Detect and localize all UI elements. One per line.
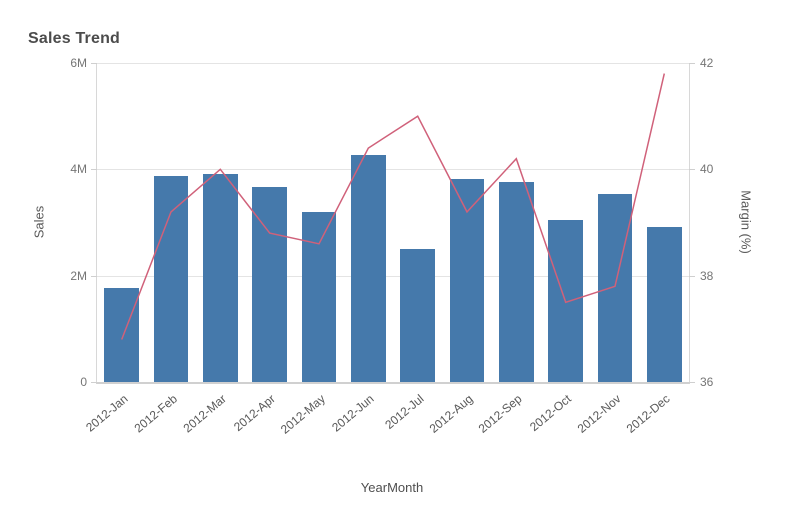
- left-tickmark-6M: [91, 63, 97, 64]
- margin-line-layer: [121, 73, 666, 340]
- margin-line[interactable]: [121, 73, 666, 340]
- bar-slot-2012-Apr: [245, 63, 294, 382]
- x-label-2012-Nov: 2012-Nov: [574, 391, 624, 436]
- gridline-6M: [97, 63, 689, 64]
- bar-2012-Apr[interactable]: [252, 186, 287, 382]
- right-tickmark-36: [689, 382, 695, 383]
- right-tickmark-40: [689, 169, 695, 171]
- bar-2012-May[interactable]: [301, 211, 337, 382]
- bar-slot-2012-Mar: [196, 63, 245, 382]
- x-label-2012-Aug: 2012-Aug: [426, 391, 476, 436]
- left-tick-label-2M: 2M: [70, 268, 87, 283]
- left-tick-label-6M: 6M: [70, 56, 87, 70]
- bar-2012-Dec[interactable]: [647, 226, 682, 382]
- left-tick-label-4M: 4M: [70, 162, 87, 177]
- bar-2012-Mar[interactable]: [203, 173, 238, 382]
- x-label-2012-Dec: 2012-Dec: [623, 391, 673, 436]
- right-tick-label-42: 42: [700, 56, 714, 70]
- x-label-2012-Mar: 2012-Mar: [180, 391, 229, 436]
- left-tickmark-4M: [91, 169, 97, 171]
- bar-slot-2012-Jun: [344, 63, 393, 382]
- bar-slot-2012-Jul: [393, 63, 442, 382]
- x-label-2012-Sep: 2012-Sep: [475, 391, 525, 436]
- bar-slot-2012-Dec: [640, 63, 689, 382]
- left-tick-label-0: 0: [80, 375, 87, 389]
- plot-area: 0 2M 4M 6M 36 38 40 42 2012-Jan 2012-Feb 2012-Ma…: [70, 56, 713, 437]
- x-label-2012-Jan: 2012-Jan: [82, 391, 131, 435]
- left-axis-title: Sales: [31, 205, 47, 239]
- bar-2012-Sep[interactable]: [499, 182, 534, 382]
- x-label-2012-Apr: 2012-Apr: [231, 391, 279, 435]
- gridline-2M: [97, 275, 689, 277]
- right-axis-title: Margin (%): [738, 190, 754, 254]
- bar-slot-2012-Feb: [146, 63, 195, 382]
- gridline-4M: [97, 169, 689, 171]
- x-label-2012-Feb: 2012-Feb: [131, 391, 180, 436]
- chart-title: Sales Trend: [28, 30, 121, 47]
- x-label-2012-Jun: 2012-Jun: [329, 391, 377, 435]
- bar-slot-2012-May: [294, 63, 343, 382]
- bar-2012-Jul[interactable]: [400, 248, 435, 382]
- bar-slot-2012-Sep: [492, 63, 541, 382]
- right-tick-label-40: 40: [700, 162, 714, 177]
- x-axis-title: YearMonth: [360, 480, 424, 495]
- bar-slot-2012-Nov: [590, 63, 639, 382]
- right-tickmark-38: [689, 275, 695, 277]
- bar-2012-Jan[interactable]: [104, 287, 139, 382]
- left-tickmark-2M: [91, 275, 97, 277]
- bar-slot-2012-Jan: [97, 63, 146, 382]
- right-tick-label-38: 38: [700, 268, 714, 283]
- right-tick-label-36: 36: [700, 375, 714, 389]
- bar-2012-Feb[interactable]: [153, 175, 189, 382]
- right-tickmark-42: [689, 63, 695, 64]
- left-tickmark-0: [91, 382, 97, 383]
- x-label-2012-Oct: 2012-Oct: [527, 391, 575, 435]
- bars-layer: [97, 63, 689, 382]
- bar-2012-Nov[interactable]: [597, 194, 633, 382]
- x-label-2012-Jul: 2012-Jul: [381, 391, 427, 432]
- bar-2012-Jun[interactable]: [351, 154, 386, 382]
- x-label-2012-May: 2012-May: [277, 391, 328, 437]
